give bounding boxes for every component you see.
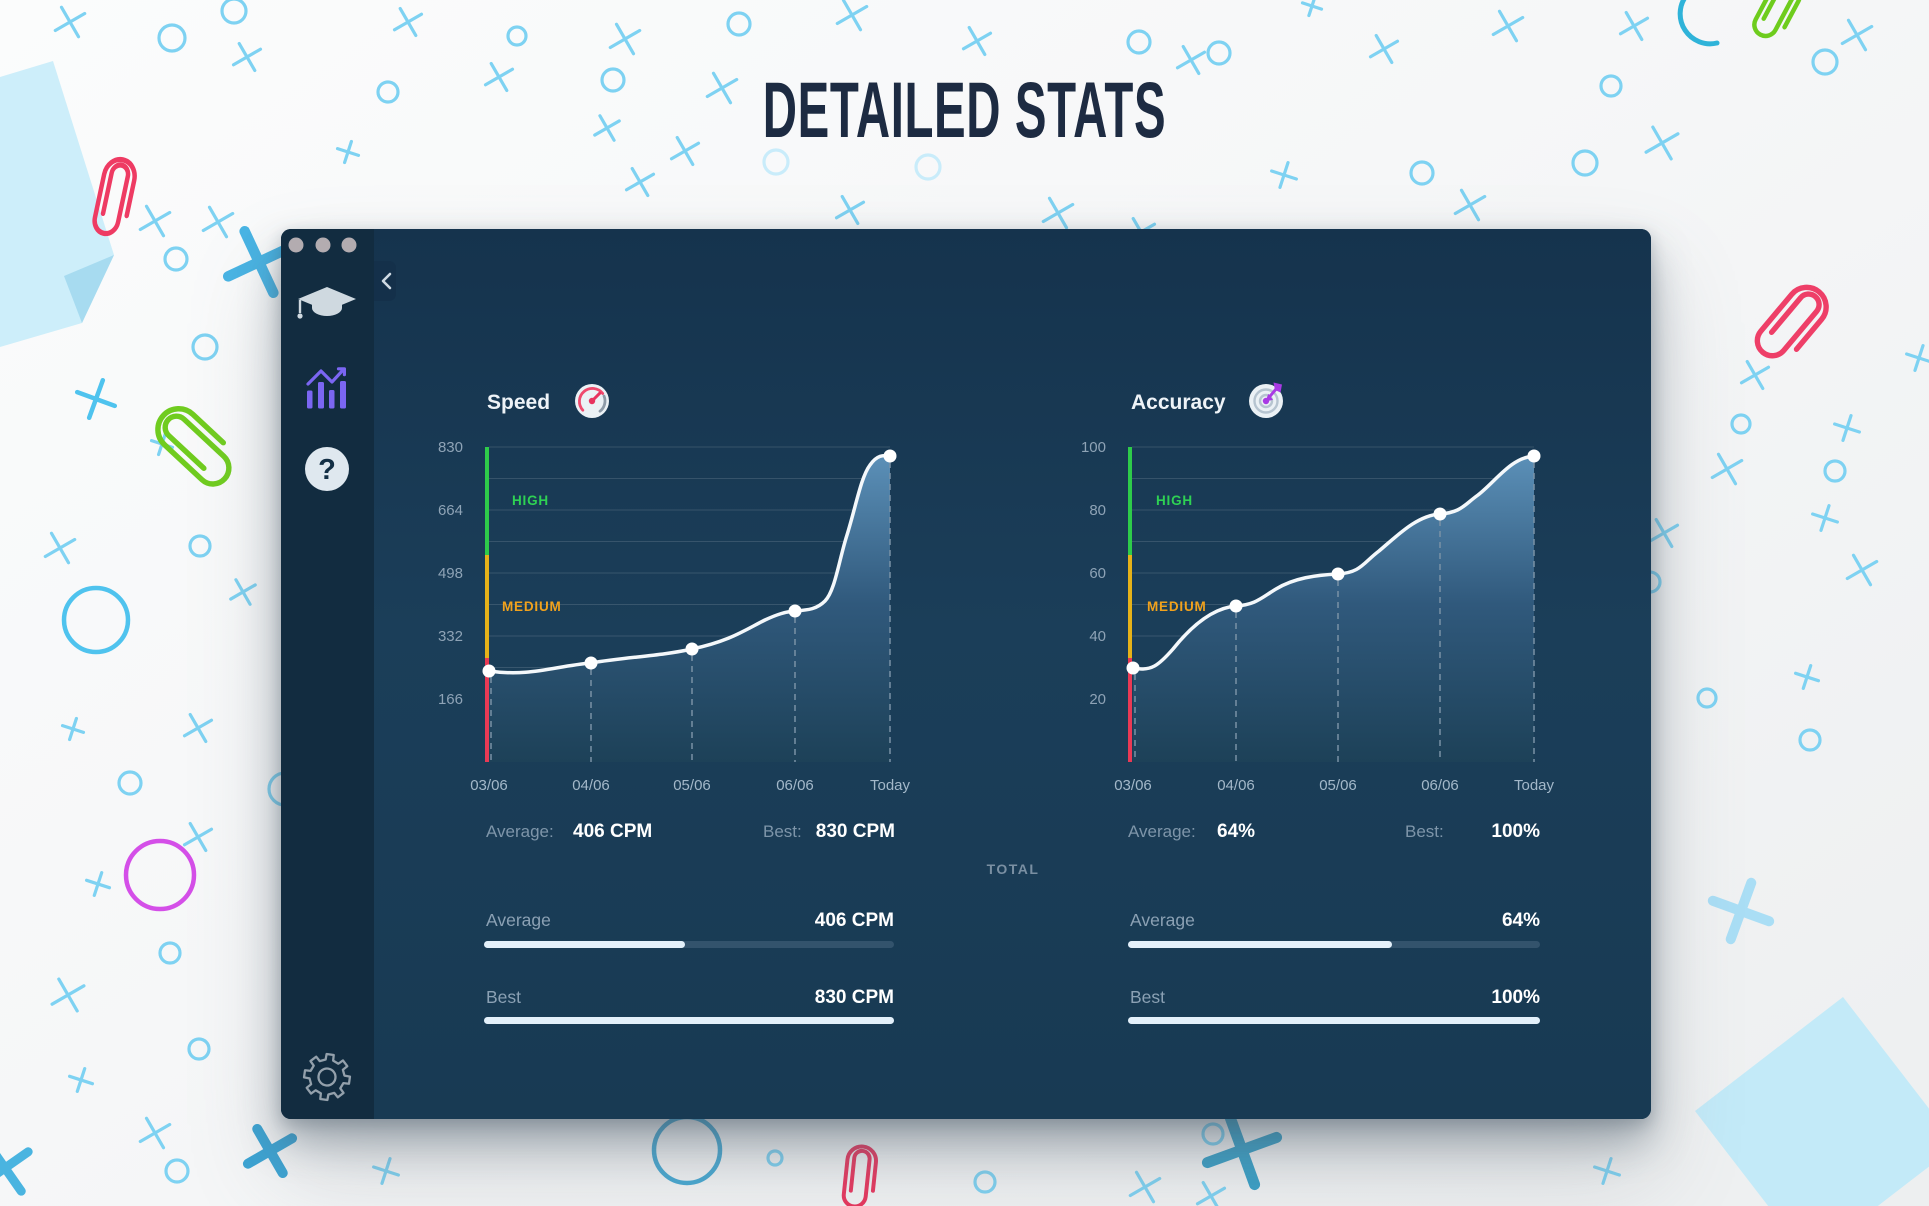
svg-text:TOTAL: TOTAL xyxy=(987,861,1040,877)
svg-text:Average:: Average: xyxy=(486,822,554,841)
svg-text:100: 100 xyxy=(1081,439,1106,456)
svg-text:166: 166 xyxy=(438,691,463,708)
svg-text:Best: Best xyxy=(1130,987,1165,1007)
svg-text:664: 664 xyxy=(438,502,463,519)
svg-text:100%: 100% xyxy=(1491,821,1540,842)
svg-text:100%: 100% xyxy=(1491,987,1540,1008)
svg-text:830 CPM: 830 CPM xyxy=(816,821,895,842)
svg-text:?: ? xyxy=(318,454,336,486)
svg-text:Average: Average xyxy=(1130,910,1195,930)
svg-text:40: 40 xyxy=(1089,628,1106,645)
svg-text:Best:: Best: xyxy=(763,822,802,841)
svg-text:MEDIUM: MEDIUM xyxy=(1147,599,1207,614)
svg-text:03/06: 03/06 xyxy=(1114,777,1152,794)
svg-text:332: 332 xyxy=(438,628,463,645)
svg-text:05/06: 05/06 xyxy=(673,777,711,794)
svg-text:06/06: 06/06 xyxy=(1421,777,1459,794)
svg-text:HIGH: HIGH xyxy=(512,493,549,508)
svg-text:Accuracy: Accuracy xyxy=(1131,391,1226,414)
svg-text:Today: Today xyxy=(870,777,911,794)
svg-text:64%: 64% xyxy=(1502,910,1540,931)
svg-text:Speed: Speed xyxy=(487,391,550,414)
svg-text:406 CPM: 406 CPM xyxy=(573,821,652,842)
svg-text:HIGH: HIGH xyxy=(1156,493,1193,508)
svg-text:Best: Best xyxy=(486,987,521,1007)
svg-text:04/06: 04/06 xyxy=(572,777,610,794)
svg-text:498: 498 xyxy=(438,565,463,582)
svg-text:Average: Average xyxy=(486,910,551,930)
svg-text:Today: Today xyxy=(1514,777,1555,794)
svg-text:06/06: 06/06 xyxy=(776,777,814,794)
svg-text:MEDIUM: MEDIUM xyxy=(502,599,562,614)
svg-text:830 CPM: 830 CPM xyxy=(815,987,894,1008)
svg-text:406 CPM: 406 CPM xyxy=(815,910,894,931)
svg-text:60: 60 xyxy=(1089,565,1106,582)
svg-text:Best:: Best: xyxy=(1405,822,1444,841)
svg-text:20: 20 xyxy=(1089,691,1106,708)
svg-text:80: 80 xyxy=(1089,502,1106,519)
svg-text:830: 830 xyxy=(438,439,463,456)
svg-text:03/06: 03/06 xyxy=(470,777,508,794)
svg-text:05/06: 05/06 xyxy=(1319,777,1357,794)
svg-text:04/06: 04/06 xyxy=(1217,777,1255,794)
svg-text:64%: 64% xyxy=(1217,821,1255,842)
svg-text:Average:: Average: xyxy=(1128,822,1196,841)
